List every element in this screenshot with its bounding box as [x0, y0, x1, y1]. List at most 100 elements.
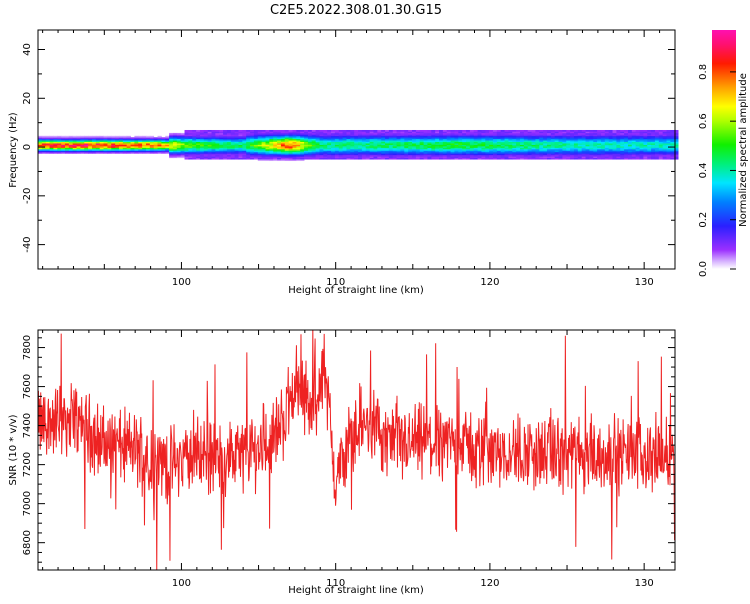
spectrogram-cell [573, 141, 579, 144]
spectrogram-cell [84, 138, 89, 141]
spectrogram-cell [64, 138, 70, 141]
spectrogram-cell [427, 134, 432, 137]
spectrogram-cell [500, 129, 505, 132]
spectrogram-cell [381, 138, 386, 141]
spectrogram-cell [431, 137, 436, 140]
spectrogram-cell [365, 138, 371, 141]
spectrogram-cell [415, 135, 421, 138]
spectrogram-cell [620, 151, 625, 154]
spectrogram-cell [454, 153, 459, 156]
spectrogram-cell [616, 135, 621, 138]
spectrogram-cell [666, 137, 671, 140]
spectrogram-cell [504, 129, 509, 132]
spectrogram-cell [342, 154, 347, 157]
spectrogram-cell [284, 132, 290, 135]
spectrogram-cell [269, 129, 274, 132]
spectrogram-cell [651, 143, 656, 145]
spectrogram-cell [458, 138, 463, 141]
spectrogram-cell [138, 137, 143, 140]
spectrogram-cell [57, 146, 62, 148]
spectrogram-cell [64, 135, 70, 138]
spectrogram-cell [512, 129, 517, 132]
spectrogram-cell [462, 141, 467, 144]
spectrogram-cell [80, 144, 85, 147]
spectrogram-cell [45, 146, 50, 148]
spectrogram-cell [404, 153, 409, 156]
spectrogram-cell [45, 137, 50, 140]
spectrogram-cell [230, 156, 236, 159]
spectrogram-cell [658, 135, 664, 138]
spectrogram-cell [415, 140, 421, 142]
spectrogram-cell [122, 143, 128, 145]
spectrogram-cell [300, 153, 305, 156]
spectrogram-cell [439, 137, 444, 140]
spectrogram-cell [643, 147, 648, 150]
spectrogram-cell [408, 131, 413, 134]
spectrogram-cell [462, 138, 467, 141]
spectrogram-cell [280, 137, 286, 140]
spectrogram-cell [192, 156, 197, 159]
spectrogram-cell [334, 149, 340, 151]
spectrogram-cell [184, 144, 189, 147]
spectrogram-cell [439, 132, 444, 135]
spectrogram-cell [570, 135, 575, 138]
spectrogram-cell [280, 134, 286, 137]
spectrogram-cell [604, 154, 610, 157]
spectrogram-cell [238, 151, 243, 154]
spectrogram-cell [91, 138, 97, 141]
spectrogram-cell [207, 140, 212, 142]
spectrogram-cell [261, 144, 266, 147]
spectrogram-cell [226, 141, 232, 144]
spectrogram-cell [396, 144, 401, 147]
spectrogram-cell [350, 138, 355, 141]
spectrogram-cell [627, 154, 633, 157]
spectrogram-cell [284, 138, 290, 141]
spectrogram-cell [334, 129, 340, 132]
spectrogram-cell [203, 141, 209, 144]
spectrogram-cell [226, 153, 232, 156]
spectrogram-cell [381, 147, 386, 150]
spectrogram-cell [369, 141, 374, 144]
spectrogram-cell [358, 143, 363, 145]
spectrogram-cell [643, 144, 648, 147]
spectrogram-cell [49, 146, 54, 148]
spectrogram-cell [412, 138, 417, 141]
spectrogram-cell [558, 146, 563, 148]
spectrogram-cell [562, 129, 567, 132]
spectrogram-cell [651, 150, 656, 153]
spectrogram-cell [516, 147, 521, 150]
spectrogram-cell [550, 154, 556, 157]
spectrogram-cell [612, 138, 617, 141]
spectrogram-cell [176, 143, 182, 145]
spectrogram-cell [230, 135, 236, 138]
spectrogram-cell [651, 149, 656, 151]
spectrogram-cell [477, 153, 482, 156]
spectrogram-cell [635, 147, 640, 150]
spectrogram-cell [153, 147, 158, 150]
spectrogram-cell [635, 157, 640, 160]
spectrogram-cell [531, 151, 536, 154]
spectrogram-cell [188, 146, 193, 148]
spectrogram-cell [323, 131, 328, 134]
spectrogram-cell [319, 144, 324, 147]
spectrogram-cell [523, 132, 529, 135]
spectrogram-cell [539, 132, 544, 135]
spectrogram-cell [573, 149, 579, 151]
spectrogram-cell [385, 129, 390, 132]
spectrogram-cell [600, 141, 606, 144]
spectrogram-cell [250, 146, 255, 148]
spectrogram-cell [118, 150, 124, 153]
spectrogram-cell [277, 132, 282, 135]
spectrogram-cell [300, 144, 305, 147]
spectrogram-cell [149, 137, 155, 140]
spectrogram-cell [49, 135, 54, 138]
spectrogram-cell [369, 146, 374, 148]
spectrogram-cell [80, 140, 85, 142]
spectrogram-cell [334, 154, 340, 157]
spectrogram-cell [215, 129, 220, 132]
spectrogram-cell [566, 151, 571, 154]
spectrogram-cell [435, 156, 440, 159]
spectrogram-cell [546, 154, 552, 157]
spectrogram-cell [562, 151, 567, 154]
